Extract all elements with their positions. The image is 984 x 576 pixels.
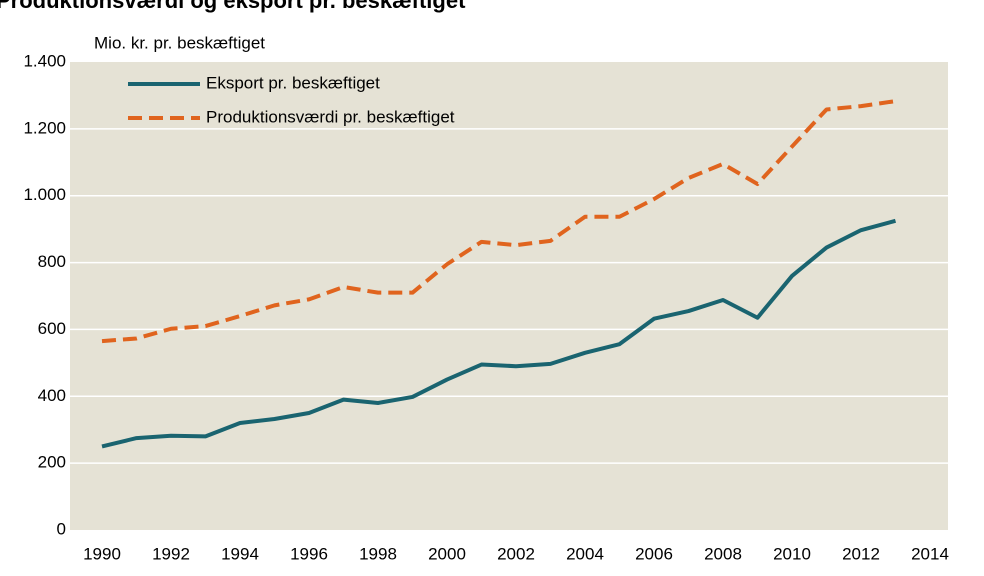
x-tick-label: 1992 — [152, 544, 190, 563]
y-tick-label: 1.200 — [23, 118, 66, 137]
y-tick-label: 1.000 — [23, 185, 66, 204]
plot-area — [70, 62, 948, 530]
x-tick-label: 1990 — [83, 544, 121, 563]
y-tick-label: 1.400 — [23, 51, 66, 70]
y-tick-label: 0 — [57, 519, 66, 538]
x-tick-label: 2004 — [566, 544, 604, 563]
x-tick-label: 2008 — [704, 544, 742, 563]
x-tick-label: 2010 — [773, 544, 811, 563]
x-tick-label: 2014 — [911, 544, 949, 563]
y-tick-label: 800 — [38, 252, 66, 271]
x-tick-label: 2012 — [842, 544, 880, 563]
chart-title: Produktionsværdi og eksport pr. beskæfti… — [0, 0, 466, 13]
x-tick-label: 1994 — [221, 544, 259, 563]
series-line — [101, 99, 896, 344]
y-tick-label: 600 — [38, 319, 66, 338]
x-tick-label: 1998 — [359, 544, 397, 563]
x-tick-label: 2002 — [497, 544, 535, 563]
x-tick-label: 1996 — [290, 544, 328, 563]
x-tick-label: 2006 — [635, 544, 673, 563]
legend-label: Eksport pr. beskæftiget — [206, 73, 380, 92]
y-tick-label: 200 — [38, 453, 66, 472]
series-line — [101, 218, 897, 449]
y-axis-label: Mio. kr. pr. beskæftiget — [94, 33, 265, 52]
legend-label: Produktionsværdi pr. beskæftiget — [206, 107, 455, 126]
x-tick-label: 2000 — [428, 544, 466, 563]
y-tick-label: 400 — [38, 386, 66, 405]
